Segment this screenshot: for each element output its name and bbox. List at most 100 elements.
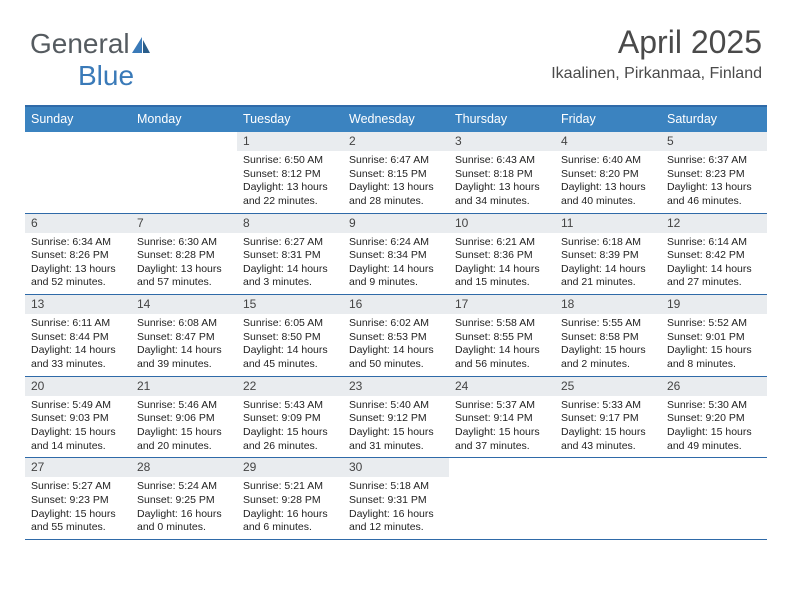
calendar-day: 10Sunrise: 6:21 AMSunset: 8:36 PMDayligh…	[449, 214, 555, 295]
day-number: 23	[343, 377, 449, 396]
calendar-day: 1Sunrise: 6:50 AMSunset: 8:12 PMDaylight…	[237, 132, 343, 213]
day-details: Sunrise: 5:55 AMSunset: 8:58 PMDaylight:…	[555, 314, 661, 376]
day-number: 9	[343, 214, 449, 233]
calendar-day: 23Sunrise: 5:40 AMSunset: 9:12 PMDayligh…	[343, 377, 449, 458]
calendar-day: 9Sunrise: 6:24 AMSunset: 8:34 PMDaylight…	[343, 214, 449, 295]
calendar-day: 24Sunrise: 5:37 AMSunset: 9:14 PMDayligh…	[449, 377, 555, 458]
day-details: Sunrise: 5:21 AMSunset: 9:28 PMDaylight:…	[237, 477, 343, 539]
day-number: 20	[25, 377, 131, 396]
day-details: Sunrise: 5:49 AMSunset: 9:03 PMDaylight:…	[25, 396, 131, 458]
calendar-day-empty	[555, 458, 661, 539]
day-number: 26	[661, 377, 767, 396]
calendar-day: 28Sunrise: 5:24 AMSunset: 9:25 PMDayligh…	[131, 458, 237, 539]
calendar-day: 2Sunrise: 6:47 AMSunset: 8:15 PMDaylight…	[343, 132, 449, 213]
weekday-header: Sunday	[25, 107, 131, 132]
day-number: 10	[449, 214, 555, 233]
day-details: Sunrise: 5:58 AMSunset: 8:55 PMDaylight:…	[449, 314, 555, 376]
day-details: Sunrise: 5:46 AMSunset: 9:06 PMDaylight:…	[131, 396, 237, 458]
day-number: 13	[25, 295, 131, 314]
day-number: 11	[555, 214, 661, 233]
day-number: 6	[25, 214, 131, 233]
day-details: Sunrise: 5:37 AMSunset: 9:14 PMDaylight:…	[449, 396, 555, 458]
day-number: 16	[343, 295, 449, 314]
calendar-day: 5Sunrise: 6:37 AMSunset: 8:23 PMDaylight…	[661, 132, 767, 213]
day-number: 25	[555, 377, 661, 396]
calendar-day: 7Sunrise: 6:30 AMSunset: 8:28 PMDaylight…	[131, 214, 237, 295]
calendar-day: 21Sunrise: 5:46 AMSunset: 9:06 PMDayligh…	[131, 377, 237, 458]
calendar-day: 14Sunrise: 6:08 AMSunset: 8:47 PMDayligh…	[131, 295, 237, 376]
calendar-day: 15Sunrise: 6:05 AMSunset: 8:50 PMDayligh…	[237, 295, 343, 376]
calendar-day: 4Sunrise: 6:40 AMSunset: 8:20 PMDaylight…	[555, 132, 661, 213]
logo-text-general: General	[30, 28, 130, 59]
weekday-header: Friday	[555, 107, 661, 132]
calendar-day: 30Sunrise: 5:18 AMSunset: 9:31 PMDayligh…	[343, 458, 449, 539]
calendar-week: 13Sunrise: 6:11 AMSunset: 8:44 PMDayligh…	[25, 295, 767, 377]
day-details: Sunrise: 5:30 AMSunset: 9:20 PMDaylight:…	[661, 396, 767, 458]
day-details: Sunrise: 6:18 AMSunset: 8:39 PMDaylight:…	[555, 233, 661, 295]
day-number: 14	[131, 295, 237, 314]
day-number: 12	[661, 214, 767, 233]
calendar-day: 20Sunrise: 5:49 AMSunset: 9:03 PMDayligh…	[25, 377, 131, 458]
calendar-day: 19Sunrise: 5:52 AMSunset: 9:01 PMDayligh…	[661, 295, 767, 376]
calendar-day-empty	[661, 458, 767, 539]
weekday-header: Thursday	[449, 107, 555, 132]
day-number: 28	[131, 458, 237, 477]
day-details: Sunrise: 5:18 AMSunset: 9:31 PMDaylight:…	[343, 477, 449, 539]
calendar: SundayMondayTuesdayWednesdayThursdayFrid…	[25, 105, 767, 540]
day-details: Sunrise: 6:24 AMSunset: 8:34 PMDaylight:…	[343, 233, 449, 295]
day-details: Sunrise: 5:52 AMSunset: 9:01 PMDaylight:…	[661, 314, 767, 376]
calendar-week: 27Sunrise: 5:27 AMSunset: 9:23 PMDayligh…	[25, 458, 767, 540]
day-details: Sunrise: 6:34 AMSunset: 8:26 PMDaylight:…	[25, 233, 131, 295]
calendar-day: 22Sunrise: 5:43 AMSunset: 9:09 PMDayligh…	[237, 377, 343, 458]
day-details: Sunrise: 6:21 AMSunset: 8:36 PMDaylight:…	[449, 233, 555, 295]
calendar-day: 13Sunrise: 6:11 AMSunset: 8:44 PMDayligh…	[25, 295, 131, 376]
day-number: 22	[237, 377, 343, 396]
day-number: 30	[343, 458, 449, 477]
calendar-day: 3Sunrise: 6:43 AMSunset: 8:18 PMDaylight…	[449, 132, 555, 213]
day-number: 4	[555, 132, 661, 151]
day-number: 17	[449, 295, 555, 314]
day-number: 1	[237, 132, 343, 151]
day-number: 18	[555, 295, 661, 314]
calendar-day: 17Sunrise: 5:58 AMSunset: 8:55 PMDayligh…	[449, 295, 555, 376]
day-number: 8	[237, 214, 343, 233]
calendar-day: 11Sunrise: 6:18 AMSunset: 8:39 PMDayligh…	[555, 214, 661, 295]
day-number: 15	[237, 295, 343, 314]
day-details: Sunrise: 5:40 AMSunset: 9:12 PMDaylight:…	[343, 396, 449, 458]
logo-sail-icon	[130, 35, 154, 55]
calendar-week: 20Sunrise: 5:49 AMSunset: 9:03 PMDayligh…	[25, 377, 767, 459]
calendar-week: 1Sunrise: 6:50 AMSunset: 8:12 PMDaylight…	[25, 132, 767, 214]
calendar-day: 12Sunrise: 6:14 AMSunset: 8:42 PMDayligh…	[661, 214, 767, 295]
day-details: Sunrise: 6:50 AMSunset: 8:12 PMDaylight:…	[237, 151, 343, 213]
day-details: Sunrise: 6:47 AMSunset: 8:15 PMDaylight:…	[343, 151, 449, 213]
day-number: 27	[25, 458, 131, 477]
page-title: April 2025	[551, 24, 762, 61]
weekday-header: Wednesday	[343, 107, 449, 132]
day-number: 24	[449, 377, 555, 396]
day-number: 2	[343, 132, 449, 151]
calendar-day: 26Sunrise: 5:30 AMSunset: 9:20 PMDayligh…	[661, 377, 767, 458]
day-details: Sunrise: 6:02 AMSunset: 8:53 PMDaylight:…	[343, 314, 449, 376]
logo: General Blue	[30, 28, 154, 92]
day-number: 19	[661, 295, 767, 314]
calendar-day: 29Sunrise: 5:21 AMSunset: 9:28 PMDayligh…	[237, 458, 343, 539]
day-number: 5	[661, 132, 767, 151]
calendar-day: 8Sunrise: 6:27 AMSunset: 8:31 PMDaylight…	[237, 214, 343, 295]
calendar-day: 27Sunrise: 5:27 AMSunset: 9:23 PMDayligh…	[25, 458, 131, 539]
calendar-day: 18Sunrise: 5:55 AMSunset: 8:58 PMDayligh…	[555, 295, 661, 376]
day-details: Sunrise: 6:08 AMSunset: 8:47 PMDaylight:…	[131, 314, 237, 376]
weekday-header-row: SundayMondayTuesdayWednesdayThursdayFrid…	[25, 107, 767, 132]
day-details: Sunrise: 5:24 AMSunset: 9:25 PMDaylight:…	[131, 477, 237, 539]
weekday-header: Saturday	[661, 107, 767, 132]
calendar-day-empty	[131, 132, 237, 213]
day-details: Sunrise: 5:27 AMSunset: 9:23 PMDaylight:…	[25, 477, 131, 539]
day-details: Sunrise: 6:37 AMSunset: 8:23 PMDaylight:…	[661, 151, 767, 213]
day-details: Sunrise: 6:05 AMSunset: 8:50 PMDaylight:…	[237, 314, 343, 376]
day-number: 29	[237, 458, 343, 477]
header-right: April 2025 Ikaalinen, Pirkanmaa, Finland	[551, 24, 762, 83]
day-details: Sunrise: 6:14 AMSunset: 8:42 PMDaylight:…	[661, 233, 767, 295]
weekday-header: Tuesday	[237, 107, 343, 132]
calendar-day-empty	[25, 132, 131, 213]
calendar-week: 6Sunrise: 6:34 AMSunset: 8:26 PMDaylight…	[25, 214, 767, 296]
day-details: Sunrise: 6:27 AMSunset: 8:31 PMDaylight:…	[237, 233, 343, 295]
